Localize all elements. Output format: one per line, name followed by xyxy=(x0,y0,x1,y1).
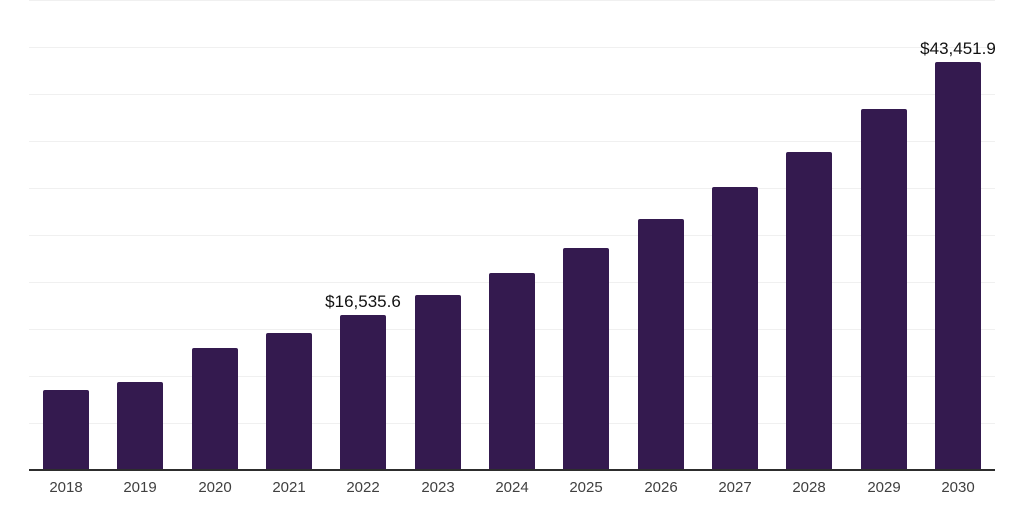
x-tick-label-2026: 2026 xyxy=(644,479,678,496)
bar-2024 xyxy=(489,273,535,470)
x-tick-label-2022: 2022 xyxy=(346,479,380,496)
data-label-2022: $16,535.6 xyxy=(325,292,401,311)
x-axis-line xyxy=(29,469,995,471)
bar-2030 xyxy=(935,62,981,470)
x-tick-label-2025: 2025 xyxy=(569,479,603,496)
x-tick-label-2023: 2023 xyxy=(421,479,455,496)
bar-2018 xyxy=(43,390,89,470)
x-tick-label-2027: 2027 xyxy=(718,479,752,496)
x-tick-label-2028: 2028 xyxy=(792,479,826,496)
x-tick-label-2018: 2018 xyxy=(49,479,83,496)
gridline-50000 xyxy=(29,0,995,1)
bar-2029 xyxy=(861,109,907,470)
gridline-25000 xyxy=(29,235,995,236)
bar-2023 xyxy=(415,295,461,470)
x-tick-label-2021: 2021 xyxy=(272,479,306,496)
gridline-45000 xyxy=(29,47,995,48)
bar-2028 xyxy=(786,152,832,470)
bar-2021 xyxy=(266,333,312,470)
bar-2026 xyxy=(638,219,684,470)
gridline-40000 xyxy=(29,94,995,95)
x-tick-label-2029: 2029 xyxy=(867,479,901,496)
bar-2027 xyxy=(712,187,758,470)
x-tick-label-2020: 2020 xyxy=(198,479,232,496)
gridline-30000 xyxy=(29,188,995,189)
bar-2020 xyxy=(192,348,238,470)
bar-2022 xyxy=(340,315,386,470)
x-tick-label-2019: 2019 xyxy=(123,479,157,496)
x-tick-label-2024: 2024 xyxy=(495,479,529,496)
x-tick-label-2030: 2030 xyxy=(941,479,975,496)
gridline-35000 xyxy=(29,141,995,142)
data-label-2030: $43,451.9 xyxy=(920,39,996,58)
bar-2025 xyxy=(563,248,609,470)
bar-2019 xyxy=(117,382,163,470)
